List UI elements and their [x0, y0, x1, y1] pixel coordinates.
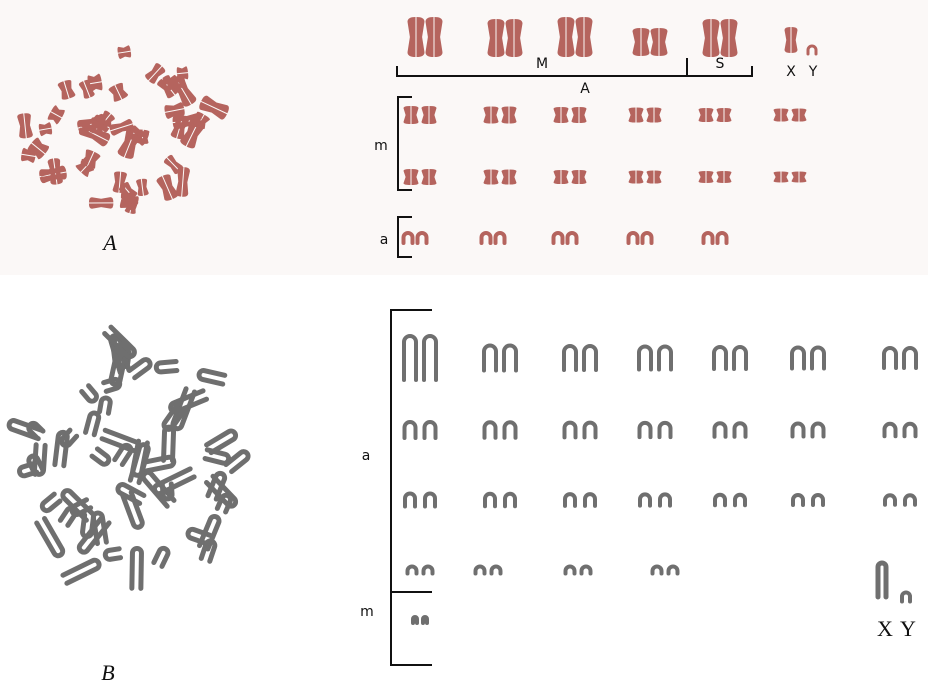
row-label: m — [360, 604, 374, 620]
chromosome — [660, 423, 671, 437]
chromosome — [735, 423, 746, 437]
chromosome — [425, 494, 435, 507]
chromosome — [878, 563, 886, 597]
chromosome — [904, 348, 916, 368]
chromosome — [582, 567, 591, 574]
chromosome — [640, 423, 651, 437]
chromosome — [156, 362, 177, 373]
chromosome — [639, 347, 651, 370]
chromosome — [885, 495, 895, 504]
chromosome — [92, 449, 111, 466]
chromosome — [735, 495, 745, 506]
chromosome — [404, 336, 416, 380]
chromosome — [413, 617, 417, 623]
chromosome — [813, 424, 824, 437]
chromosome — [812, 348, 824, 369]
chromosome — [905, 495, 915, 504]
chromosome — [145, 456, 175, 470]
chromosome — [565, 423, 576, 438]
chromosome — [813, 495, 823, 505]
chromosome — [566, 567, 575, 574]
chromosome — [100, 397, 111, 413]
group-label: S — [716, 56, 725, 72]
chromosome — [792, 348, 804, 369]
chromosome — [564, 346, 576, 370]
chromosome — [63, 559, 101, 584]
row-label: m — [374, 138, 388, 154]
chromosome — [505, 494, 515, 506]
chromosome — [198, 370, 225, 385]
chromosome — [793, 424, 804, 437]
chromosome — [902, 593, 910, 602]
chromosome — [505, 422, 516, 437]
chromosome — [884, 348, 896, 368]
sex-label: X — [877, 616, 893, 641]
chromosome — [424, 567, 433, 574]
chromosome — [86, 412, 100, 435]
chromosome — [82, 386, 99, 403]
chromosome — [476, 567, 485, 574]
chromosome — [405, 494, 415, 507]
chromosome — [105, 549, 121, 560]
chromosome — [905, 424, 916, 436]
chromosome — [734, 347, 746, 369]
sex-label: X — [786, 64, 796, 80]
chromosome — [132, 548, 142, 588]
chromosome — [585, 423, 596, 438]
chromosome — [424, 336, 436, 380]
chromosome — [793, 495, 803, 505]
chromosome — [492, 567, 501, 574]
chromosome — [640, 494, 650, 505]
chromosome — [659, 347, 671, 370]
chromosome — [226, 450, 250, 472]
chromosome — [37, 519, 65, 558]
row-label: a — [362, 448, 371, 464]
sex-label: Y — [808, 64, 818, 80]
figure: A M S A X Y m a B a m X Y — [0, 0, 928, 684]
chromosome — [669, 567, 678, 574]
chromosome — [423, 617, 427, 623]
chromosome — [129, 358, 152, 378]
chromosome — [425, 422, 436, 438]
chromosome — [715, 495, 725, 506]
chromosome — [60, 507, 77, 526]
panel-label: A — [101, 230, 117, 255]
group-label: A — [580, 81, 590, 97]
chromosome — [504, 346, 516, 371]
chromosome — [408, 567, 417, 574]
chromosome — [484, 346, 496, 371]
sex-label: Y — [900, 616, 916, 641]
chromosome — [584, 346, 596, 370]
chromosome — [154, 547, 170, 567]
chromosome — [714, 347, 726, 369]
chromosome — [40, 494, 59, 512]
chromosome — [715, 423, 726, 437]
chromosome — [565, 494, 575, 506]
chromosome — [485, 422, 496, 437]
chromosome — [485, 494, 495, 506]
chromosome — [585, 494, 595, 506]
chromosome — [885, 424, 896, 436]
panel-label: B — [101, 660, 114, 684]
chromosome — [660, 494, 670, 505]
group-label: M — [536, 56, 548, 72]
chromosome — [653, 567, 662, 574]
row-label: a — [380, 232, 389, 248]
chromosome — [405, 422, 416, 438]
